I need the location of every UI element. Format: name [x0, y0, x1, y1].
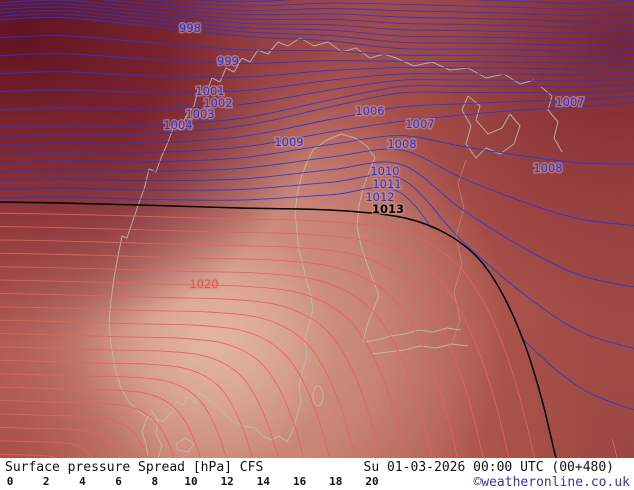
scale-tick-label: 20	[365, 475, 379, 488]
isobar-label-999: 999	[217, 54, 239, 68]
isobar-line-992	[0, 0, 634, 16]
isobar-line-high	[0, 399, 186, 458]
denmark-coastline	[141, 411, 195, 458]
isobar-line-991	[0, 0, 634, 10]
isobar-line-high	[0, 212, 538, 458]
isobar-line-993	[0, 0, 634, 22]
isobar-label-1007: 1007	[405, 117, 434, 131]
scale-tick-label: 16	[292, 475, 307, 488]
isobar-line-high	[0, 306, 362, 458]
scale-tick-label: 0	[6, 475, 14, 488]
blue-isobars-low-pressure	[0, 0, 634, 413]
isobar-line-1008	[0, 135, 634, 165]
sweden-baltic-coastline	[206, 149, 314, 443]
isobar-line-994	[0, 3, 634, 28]
isobar-line-high	[0, 319, 337, 458]
isobar-line-998	[0, 16, 634, 52]
isobar-line-high	[0, 252, 463, 458]
isobar-line-high	[0, 413, 161, 458]
isobar-label-998: 998	[179, 21, 201, 35]
isobar-line-1005	[0, 89, 634, 138]
footer-bar: Surface pressure Spread [hPa] CFS Su 01-…	[0, 458, 634, 490]
valid-time: Su 01-03-2026 00:00 UTC (00+480)	[363, 460, 614, 475]
spread-scale: 0 2 4 6 8 10 12 14 16 18 20	[0, 475, 400, 490]
scale-tick-label: 10	[184, 475, 198, 488]
gotland-island	[312, 385, 324, 407]
scale-tick-label: 14	[256, 475, 271, 488]
isobar-line-high	[0, 292, 387, 458]
isobar-line-1003	[0, 77, 634, 111]
isobar-line-high	[0, 346, 287, 458]
isobar-line-1002	[0, 71, 634, 93]
isobar-label-1013: 1013	[372, 202, 404, 216]
isobar-line-999	[0, 35, 634, 58]
isobar-label-1004: 1004	[163, 118, 192, 132]
isobar-line-high	[0, 226, 513, 458]
scale-tick-label: 6	[115, 475, 122, 488]
scale-tick-label: 4	[79, 475, 86, 488]
isobar-label-1008: 1008	[387, 137, 416, 151]
map-title: Surface pressure Spread [hPa] CFS	[5, 460, 264, 475]
isobar-line-high	[0, 372, 237, 458]
isobar-line-996	[0, 10, 634, 40]
isobar-line-high	[0, 266, 438, 458]
black-isobar-1013	[0, 201, 557, 458]
isobar-label-1020: 1020	[189, 277, 218, 291]
isobar-label-1009: 1009	[274, 135, 303, 149]
scale-tick-label: 2	[42, 475, 50, 488]
isobar-line-997	[0, 13, 634, 46]
isobar-line-1009	[0, 148, 634, 227]
isobar-label-1003: 1003	[185, 107, 214, 121]
isobar-label-1006: 1006	[355, 104, 384, 118]
red-isobars-high-pressure	[0, 202, 634, 458]
isobar-line-high	[0, 439, 111, 458]
pressure-map: 998 999 1001 1002 1003 1004 1006 1007 1007 1008 10…	[0, 0, 634, 458]
isobar-line-1001	[0, 65, 634, 78]
isobar-label-1001: 1001	[195, 84, 224, 98]
isobar-line-1000	[0, 53, 634, 64]
white-sea-coastline	[461, 95, 521, 159]
copyright-credit: ©weatheronline.co.uk	[473, 475, 630, 490]
isobar-line-1013	[0, 201, 557, 458]
scale-tick-label: 18	[329, 475, 343, 488]
kola-arctic-coastline	[299, 37, 535, 85]
isobar-label-1012: 1012	[365, 190, 394, 204]
isobar-line-high	[0, 426, 136, 458]
isobar-line-high	[0, 359, 262, 458]
isobar-label-1010: 1010	[370, 164, 399, 178]
isobar-line-1012	[0, 186, 634, 413]
isobar-line-high	[0, 386, 212, 458]
isobar-line-990	[0, 0, 634, 4]
isobar-line-995	[0, 6, 634, 34]
isobar-line-1007	[0, 101, 634, 155]
isobar-line-1011	[0, 174, 634, 351]
gulf-of-bothnia-coastline	[312, 133, 380, 343]
barents-coastline	[539, 85, 563, 153]
norway-coastline	[108, 37, 301, 422]
scale-tick-label: 8	[151, 475, 159, 488]
coastlines	[108, 37, 563, 458]
isobar-line-1004	[0, 83, 634, 129]
isobar-line-1010	[0, 161, 634, 289]
isobar-line-high	[0, 239, 488, 458]
isobar-line-high	[0, 332, 312, 458]
finland-russia-border	[451, 159, 467, 345]
isobar-line-1006	[0, 95, 634, 147]
isobar-label-1011: 1011	[372, 177, 401, 191]
isobar-label-1002: 1002	[203, 96, 232, 110]
scale-tick-label: 12	[220, 475, 234, 488]
isobar-line-high	[0, 279, 412, 458]
isobar-label-1008: 1008	[533, 161, 562, 175]
gulf-of-finland-north-shore	[362, 327, 462, 343]
isobar-label-1007: 1007	[555, 95, 584, 109]
